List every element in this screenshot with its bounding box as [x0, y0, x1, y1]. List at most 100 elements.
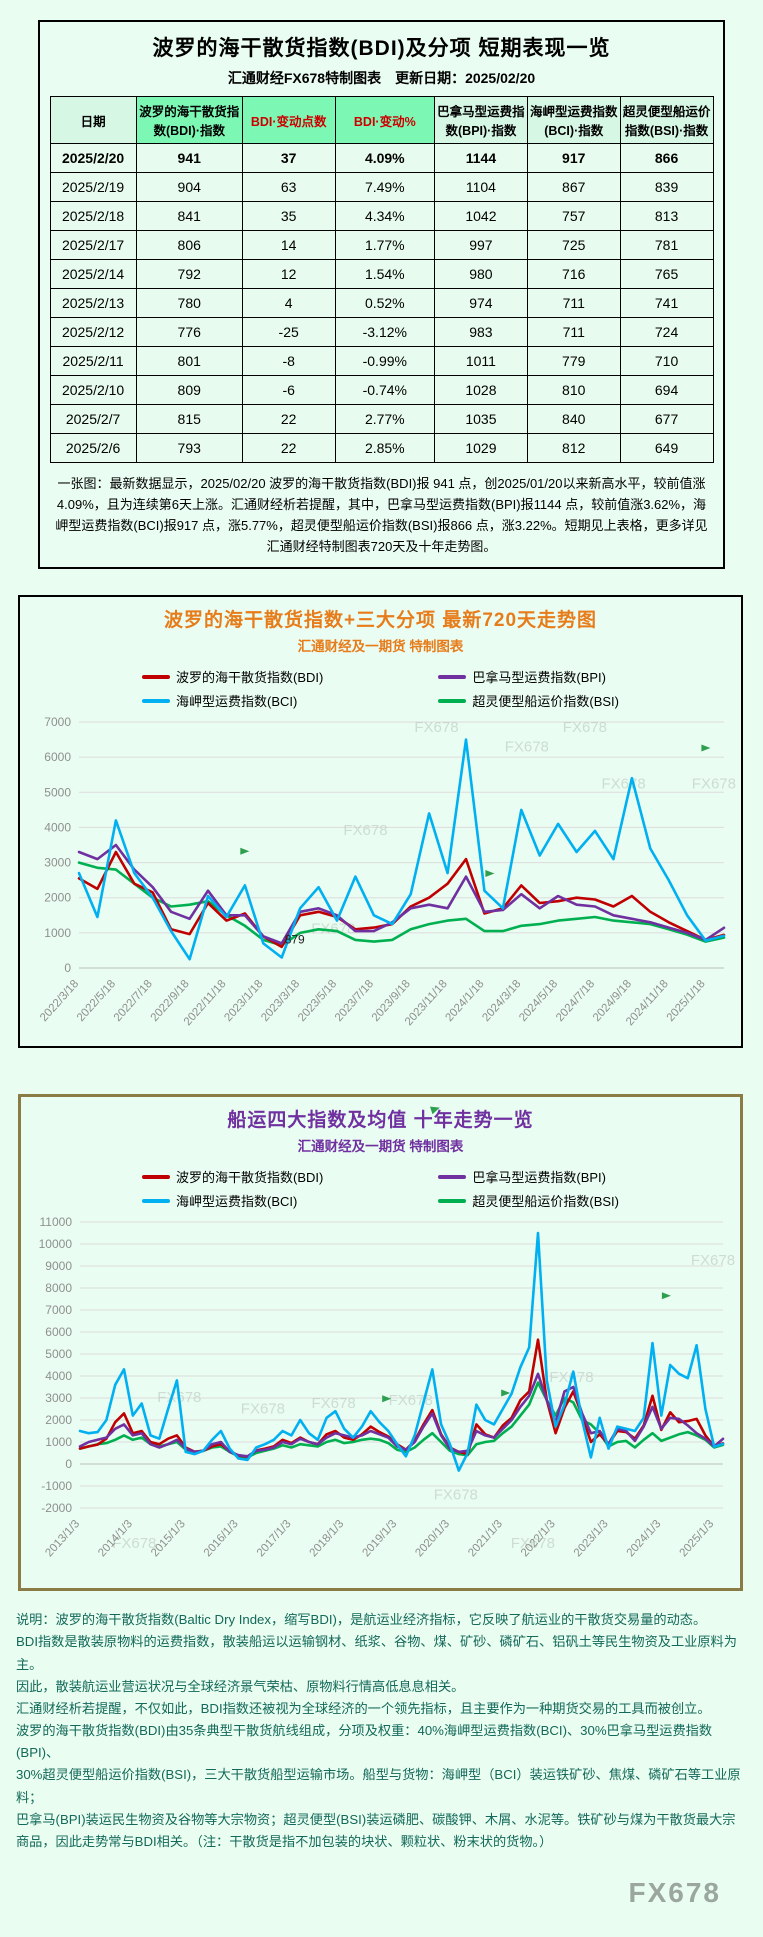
- legend-item: 海岬型运费指数(BCI): [142, 1191, 323, 1210]
- table-cell: -6: [241, 375, 336, 405]
- table-cell: 22: [241, 433, 336, 463]
- description-line: 波罗的海干散货指数(BDI)由35条典型干散货航线组成，分项及权重：40%海岬型…: [16, 1723, 713, 1761]
- table-cell: 2.77%: [334, 404, 436, 434]
- table-cell: 1029: [434, 433, 528, 463]
- table-cell: 812: [526, 433, 621, 463]
- svg-text:1000: 1000: [45, 1435, 72, 1449]
- chart10y-legend: 波罗的海干散货指数(BDI) 巴拿马型运费指数(BPI) 海岬型运费指数(BCI) 超…: [142, 1167, 619, 1210]
- legend-swatch: [142, 698, 171, 703]
- chart-720day-panel: 波罗的海干散货指数+三大分项 最新720天走势图 汇通财经及一期货 特制图表 波…: [18, 595, 743, 1049]
- description-line: 30%超灵便型船运价指数(BSI)，三大干散货船型运输市场。船型与货物：海岬型（…: [16, 1767, 741, 1805]
- table-cell: 980: [434, 259, 528, 289]
- legend-swatch: [438, 674, 467, 679]
- table-row: 2025/2/20 941 37 4.09% 1144 917 866: [49, 143, 714, 173]
- table-cell: 941: [135, 143, 243, 173]
- table-cell: 974: [434, 288, 528, 318]
- description-line: 说明：波罗的海干散货指数(Baltic Dry Index，缩写BDI)，是航运…: [16, 1612, 707, 1628]
- legend-swatch: [438, 1174, 467, 1179]
- legend-label: 波罗的海干散货指数(BDI): [176, 1170, 324, 1186]
- table-panel-title: 波罗的海干散货指数(BDI)及分项 短期表现一览: [152, 37, 611, 60]
- chart10y-subtitle: 汇通财经及一期货 特制图表: [297, 1139, 464, 1155]
- table-cell: 0.52%: [334, 288, 436, 318]
- table-cell: 776: [135, 317, 243, 347]
- table-cell: 904: [135, 172, 243, 202]
- table-row: 2025/2/13 780 4 0.52% 974 711 741: [49, 288, 714, 318]
- legend-label: 巴拿马型运费指数(BPI): [472, 1170, 606, 1186]
- table-cell: 741: [619, 288, 714, 318]
- svg-text:FX678: FX678: [414, 719, 458, 736]
- table-cell: 2025/2/19: [49, 172, 137, 202]
- table-cell: 840: [526, 404, 621, 434]
- svg-text:FX678: FX678: [563, 719, 607, 736]
- svg-text:10000: 10000: [39, 1237, 73, 1251]
- svg-text:0: 0: [65, 1457, 72, 1471]
- svg-text:-2000: -2000: [41, 1501, 72, 1515]
- legend-swatch: [438, 1198, 467, 1203]
- description-line: 巴拿马(BPI)装运民生物资及谷物等大宗物资；超灵便型(BSI)装运磷肥、碳酸钾…: [16, 1811, 736, 1827]
- table-cell: 2025/2/20: [49, 143, 137, 173]
- bdi-table-body: 2025/2/20 941 37 4.09% 1144 917 866 2025/2/19 90…: [49, 143, 714, 463]
- table-cell: 711: [526, 317, 621, 347]
- svg-text:2024/1/3: 2024/1/3: [625, 1518, 664, 1559]
- description-block: 说明：波罗的海干散货指数(Baltic Dry Index，缩写BDI)，是航运…: [16, 1609, 749, 1853]
- table-cell: 711: [526, 288, 621, 318]
- table-cell: 2025/2/17: [49, 230, 137, 260]
- svg-text:-1000: -1000: [41, 1479, 72, 1493]
- svg-text:1000: 1000: [44, 926, 71, 940]
- table-cell: 997: [434, 230, 528, 260]
- legend-swatch: [142, 1198, 171, 1203]
- table-cell: 839: [619, 172, 714, 202]
- table-cell: 2025/2/11: [49, 346, 137, 376]
- chart720-legend: 波罗的海干散货指数(BDI) 巴拿马型运费指数(BPI) 海岬型运费指数(BCI) 超…: [142, 667, 619, 710]
- table-row: 2025/2/14 792 12 1.54% 980 716 765: [49, 259, 714, 289]
- svg-text:2013/1/3: 2013/1/3: [43, 1518, 82, 1559]
- legend-label: 海岬型运费指数(BCI): [176, 694, 298, 710]
- column-header: 巴拿马型运费指数(BPI)·指数: [434, 96, 528, 144]
- svg-text:FX678: FX678: [312, 1395, 356, 1412]
- table-cell: 649: [619, 433, 714, 463]
- table-cell: 2025/2/12: [49, 317, 137, 347]
- svg-text:7000: 7000: [45, 1303, 72, 1317]
- table-cell: 801: [135, 346, 243, 376]
- svg-text:6000: 6000: [45, 1325, 72, 1339]
- table-cell: 710: [619, 346, 714, 376]
- table-cell: 1.77%: [334, 230, 436, 260]
- table-cell: 866: [619, 143, 714, 173]
- table-cell: 14: [241, 230, 336, 260]
- table-cell: 37: [241, 143, 336, 173]
- svg-text:2017/1/3: 2017/1/3: [255, 1518, 294, 1559]
- svg-text:2016/1/3: 2016/1/3: [202, 1518, 241, 1559]
- table-row: 2025/2/6 793 22 2.85% 1029 812 649: [49, 433, 714, 463]
- table-cell: 2025/2/6: [49, 433, 137, 463]
- table-cell: 1028: [434, 375, 528, 405]
- table-cell: 677: [619, 404, 714, 434]
- table-cell: -3.12%: [334, 317, 436, 347]
- table-cell: 724: [619, 317, 714, 347]
- svg-text:5000: 5000: [45, 1347, 72, 1361]
- table-cell: 983: [434, 317, 528, 347]
- table-cell: 867: [526, 172, 621, 202]
- svg-text:9000: 9000: [45, 1259, 72, 1273]
- svg-text:2019/1/3: 2019/1/3: [360, 1518, 399, 1559]
- legend-swatch: [438, 698, 467, 703]
- svg-text:6000: 6000: [44, 750, 71, 764]
- svg-text:4000: 4000: [45, 1369, 72, 1383]
- svg-text:7000: 7000: [44, 715, 71, 729]
- table-cell: 781: [619, 230, 714, 260]
- svg-text:FX678: FX678: [691, 1252, 735, 1269]
- column-header: BDI·变动点数: [241, 96, 336, 144]
- svg-text:FX678: FX678: [434, 1487, 478, 1504]
- table-cell: 63: [241, 172, 336, 202]
- table-cell: 792: [135, 259, 243, 289]
- table-cell: 7.49%: [334, 172, 436, 202]
- table-cell: 4: [241, 288, 336, 318]
- svg-text:5000: 5000: [44, 785, 71, 799]
- table-cell: 1035: [434, 404, 528, 434]
- column-header: 日期: [49, 96, 137, 144]
- table-cell: -25: [241, 317, 336, 347]
- table-cell: 809: [135, 375, 243, 405]
- legend-label: 超灵便型船运价指数(BSI): [472, 1194, 619, 1210]
- table-cell: -0.74%: [334, 375, 436, 405]
- bdi-short-term-panel: 波罗的海干散货指数(BDI)及分项 短期表现一览 汇通财经FX678特制图表 更…: [38, 20, 725, 570]
- svg-text:2023/1/3: 2023/1/3: [572, 1518, 611, 1559]
